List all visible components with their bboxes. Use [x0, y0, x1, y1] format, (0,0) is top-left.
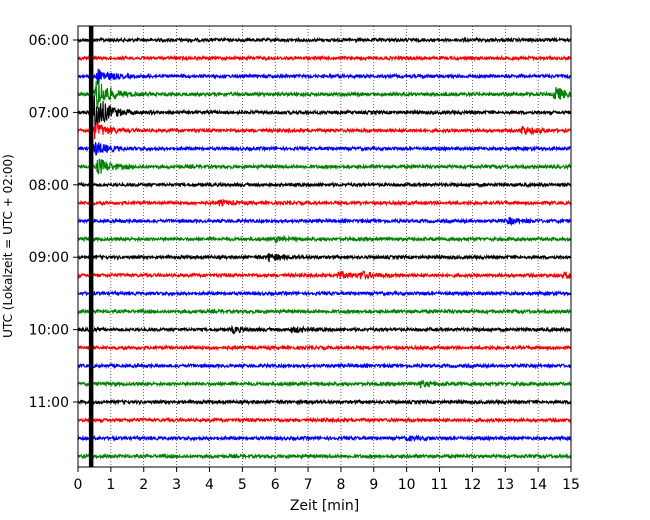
y-tick-label: 06:00	[29, 33, 69, 49]
x-tick-label: 2	[139, 477, 148, 493]
y-tick-label: 10:00	[29, 323, 69, 339]
trace-line	[77, 289, 572, 298]
x-tick-label: 0	[74, 477, 83, 493]
trace-line	[77, 54, 572, 62]
trace-line	[77, 142, 572, 156]
y-tick-label: 08:00	[29, 178, 69, 194]
x-tick-label: 4	[205, 477, 214, 493]
trace-line	[77, 324, 572, 335]
plot-frame	[77, 25, 572, 468]
trace-line	[77, 253, 572, 263]
trace-line	[77, 36, 572, 44]
trace-line	[77, 398, 572, 406]
y-axis-ticks: 06:00 07:00 08:00 09:00 10:00 11:00	[29, 33, 78, 411]
x-tick-label: 9	[369, 477, 378, 493]
trace-line	[77, 416, 572, 424]
trace-line	[77, 198, 572, 207]
x-tick-label: 14	[529, 477, 547, 493]
trace-line	[77, 362, 572, 370]
x-tick-label: 13	[496, 477, 514, 493]
trace-line	[77, 269, 572, 280]
trace-group	[77, 36, 572, 461]
trace-line	[77, 234, 572, 245]
trace-line	[77, 216, 572, 227]
y-axis-label: UTC (Lokalzeit = UTC + 02:00)	[1, 154, 15, 338]
trace-line	[77, 80, 572, 109]
trace-line	[77, 68, 572, 85]
x-tick-label: 3	[172, 477, 181, 493]
x-tick-label: 6	[271, 477, 280, 493]
x-tick-label: 12	[463, 477, 481, 493]
x-tick-label: 15	[562, 477, 580, 493]
trace-line	[77, 452, 572, 461]
x-tick-label: 5	[238, 477, 247, 493]
trace-line	[77, 158, 572, 175]
x-tick-label: 10	[398, 477, 416, 493]
x-tick-label: 7	[304, 477, 313, 493]
trace-line	[77, 121, 572, 140]
y-tick-label: 07:00	[29, 105, 69, 121]
x-tick-label: 1	[106, 477, 115, 493]
x-axis-label: Zeit [min]	[290, 498, 359, 514]
trace-line	[77, 433, 572, 443]
y-tick-label: 09:00	[29, 250, 69, 266]
trace-line	[77, 379, 572, 389]
trace-line	[77, 181, 572, 189]
x-axis-ticks: 0 1 2 3 4 5 6 7 8 9 10 11 12 13 14 15	[74, 467, 580, 493]
y-tick-label: 11:00	[29, 395, 69, 411]
trace-line	[77, 307, 572, 316]
x-tick-label: 8	[336, 477, 345, 493]
trace-line	[77, 95, 572, 131]
trace-line	[77, 344, 572, 352]
x-tick-label: 11	[431, 477, 449, 493]
